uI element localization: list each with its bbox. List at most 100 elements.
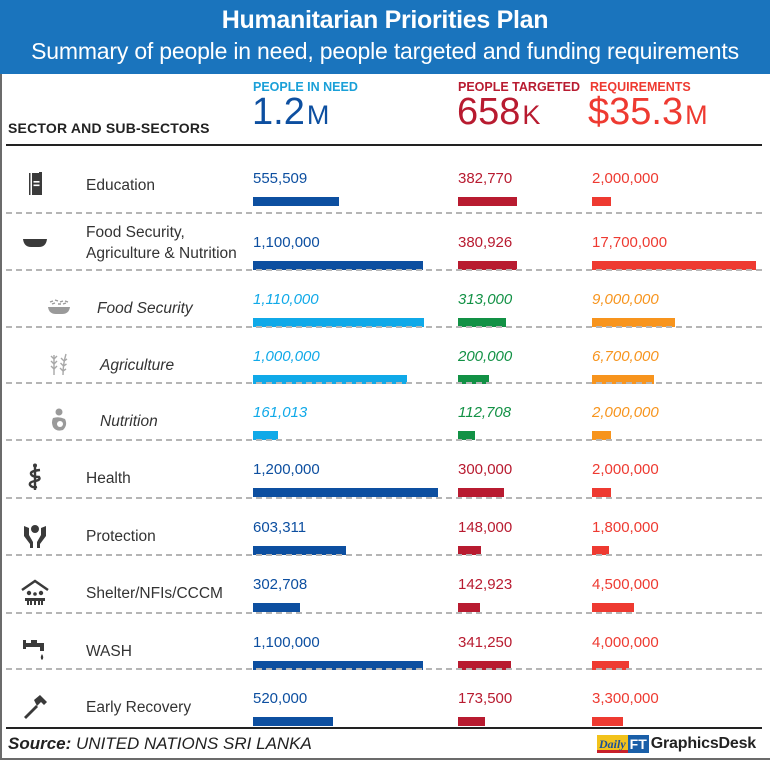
- people-in-need-label: 302,708: [253, 576, 308, 593]
- people-targeted-label: 380,926: [458, 234, 513, 251]
- people-in-need-bar: [253, 318, 425, 327]
- footer-divider: [6, 727, 762, 729]
- people-in-need-bar: [253, 261, 423, 270]
- targeted-column-label: PEOPLE TARGETED: [458, 80, 581, 94]
- sector-row: WASH 1,100,000 341,250 4,000,000: [6, 614, 762, 670]
- row-divider: [6, 497, 762, 499]
- people-in-need-label: 1,200,000: [253, 461, 320, 478]
- people-targeted-bar: [458, 546, 481, 555]
- brand-graphicsdesk: GraphicsDesk: [650, 735, 756, 752]
- tap-icon: [20, 635, 50, 665]
- people-targeted-bar: [458, 318, 507, 327]
- bowl-icon: [20, 226, 50, 256]
- people-in-need-bar: [253, 431, 278, 440]
- row-divider: [6, 612, 762, 614]
- requirements-label: 4,500,000: [592, 576, 659, 593]
- sector-row: Nutrition 161,013 112,708 2,000,000: [6, 384, 762, 441]
- title: Humanitarian Priorities Plan: [221, 6, 549, 34]
- need-total-unit: M: [306, 100, 330, 130]
- shelter-icon: [20, 577, 50, 607]
- requirements-label: 2,000,000: [592, 170, 659, 187]
- people-targeted-label: 200,000: [458, 348, 513, 365]
- requirements-bar: [592, 603, 634, 612]
- row-divider: [6, 554, 762, 556]
- people-targeted-bar: [458, 261, 517, 270]
- sector-name: Nutrition: [100, 413, 158, 430]
- sector-name: Protection: [86, 528, 156, 545]
- requirements-bar: [592, 375, 655, 384]
- sector-name: Education: [86, 177, 155, 194]
- sector-name: Health: [86, 470, 131, 487]
- requirements-total-unit: M: [685, 100, 708, 130]
- sector-row: Protection 603,311 148,000 1,800,000: [6, 499, 762, 556]
- people-targeted-bar: [458, 661, 511, 670]
- sector-row: Early Recovery 520,000 173,500 3,300,000: [6, 670, 762, 727]
- people-targeted-bar: [458, 431, 476, 440]
- requirements-bar: [592, 318, 676, 327]
- row-divider: [6, 212, 762, 214]
- requirements-label: 4,000,000: [592, 634, 659, 651]
- sector-row: Education 555,509 382,770 2,000,000: [6, 148, 762, 214]
- sector-name: WASH: [86, 643, 132, 660]
- requirements-label: 2,000,000: [592, 461, 659, 478]
- sector-name: Food Security, Agriculture & Nutrition: [86, 224, 237, 262]
- row-divider: [6, 439, 762, 441]
- title-banner: Humanitarian Priorities Plan Summary of …: [0, 0, 770, 74]
- sector-name: Early Recovery: [86, 699, 192, 716]
- hammer-icon: [20, 691, 50, 721]
- sector-name: Shelter/NFIs/CCCM: [86, 585, 223, 602]
- people-in-need-label: 1,000,000: [253, 348, 320, 365]
- requirements-total-value: $35.3: [588, 91, 684, 133]
- targeted-total-value: 658: [457, 91, 521, 133]
- requirements-label: 9,000,000: [592, 291, 659, 308]
- source-label: Source:: [8, 734, 72, 753]
- need-total-value: 1.2: [252, 91, 305, 133]
- people-in-need-label: 603,311: [253, 519, 307, 536]
- subtitle: Summary of people in need, people target…: [31, 38, 739, 64]
- requirements-bar: [592, 546, 609, 555]
- people-in-need-label: 1,100,000: [253, 234, 320, 251]
- brand-daily: Daily: [597, 735, 628, 753]
- requirements-label: 1,800,000: [592, 519, 659, 536]
- requirements-bar: [592, 431, 611, 440]
- people-in-need-bar: [253, 717, 334, 726]
- people-in-need-label: 1,110,000: [253, 291, 319, 308]
- targeted-total: 658K: [457, 92, 540, 135]
- row-divider: [6, 382, 762, 384]
- people-targeted-bar: [458, 375, 489, 384]
- wheat-icon: [44, 349, 74, 379]
- requirements-bar: [592, 261, 756, 270]
- people-in-need-label: 161,013: [253, 404, 308, 421]
- requirements-bar: [592, 717, 623, 726]
- people-in-need-bar: [253, 603, 300, 612]
- people-targeted-bar: [458, 603, 480, 612]
- targeted-total-unit: K: [522, 100, 541, 130]
- people-targeted-label: 142,923: [458, 576, 513, 593]
- people-targeted-bar: [458, 197, 517, 206]
- people-in-need-label: 555,509: [253, 170, 308, 187]
- sector-column-header: SECTOR AND SUB-SECTORS: [8, 120, 210, 136]
- row-divider: [6, 668, 762, 670]
- people-in-need-bar: [253, 197, 339, 206]
- row-divider: [6, 326, 762, 328]
- people-targeted-bar: [458, 717, 485, 726]
- people-in-need-label: 520,000: [253, 690, 308, 707]
- sector-name: Agriculture: [100, 357, 175, 374]
- people-targeted-label: 112,708: [458, 404, 512, 421]
- need-total: 1.2M: [252, 92, 329, 135]
- caduceus-icon: [20, 462, 50, 492]
- header-divider: [6, 144, 762, 146]
- people-targeted-label: 148,000: [458, 519, 513, 536]
- requirements-bar: [592, 661, 630, 670]
- sector-row: Shelter/NFIs/CCCM 302,708 142,923 4,500,000: [6, 556, 762, 614]
- brand-ft: FT: [627, 735, 649, 753]
- breastfeeding-icon: [44, 405, 74, 435]
- requirements-label: 6,700,000: [592, 348, 659, 365]
- requirements-label: 2,000,000: [592, 404, 659, 421]
- people-in-need-label: 1,100,000: [253, 634, 320, 651]
- people-targeted-label: 173,500: [458, 690, 513, 707]
- book-icon: [20, 169, 50, 199]
- people-in-need-bar: [253, 546, 346, 555]
- people-in-need-bar: [253, 661, 423, 670]
